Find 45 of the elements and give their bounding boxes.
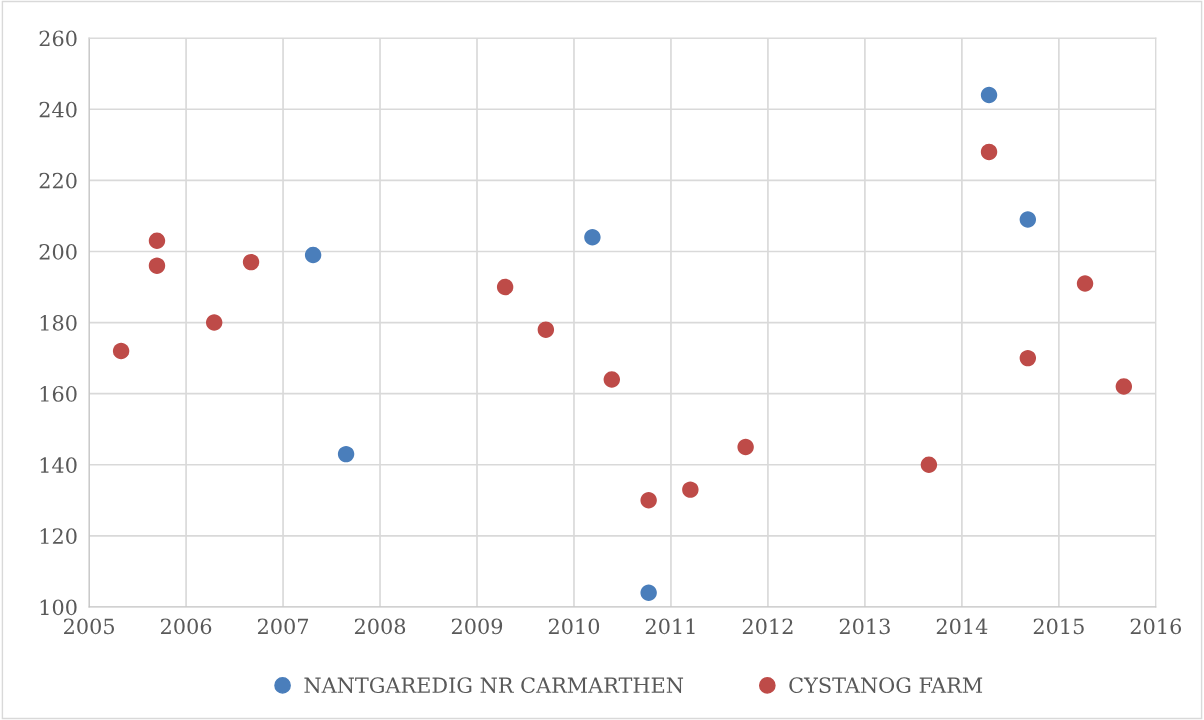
point [1019,211,1037,228]
point [682,481,699,498]
point [640,492,657,509]
x-tick-label: 2010 [548,618,600,635]
point [537,321,555,338]
x-tick-label: 2012 [742,618,793,635]
point [980,86,998,104]
point [304,246,322,264]
point [337,445,355,463]
y-tick-label: 160 [40,386,77,402]
x-tick-label: 2011 [645,618,695,635]
point [640,584,657,601]
y-tick-label: 200 [39,243,77,260]
y-tick-label: 120 [40,528,77,545]
point [148,257,166,274]
point [242,253,260,271]
x-tick-label: 2006 [160,618,212,635]
legend-label: NANTGAREDIG NR CARMARTHEN [304,677,684,694]
point [205,314,223,331]
legend-label: CYSTANOG FARM [789,677,983,694]
y-tick-label: 180 [40,315,77,331]
x-tick-label: 2009 [451,618,503,635]
point [148,232,166,250]
x-tick-label: 2016 [1130,618,1182,635]
point [737,438,754,456]
point [584,229,601,246]
point [496,278,514,296]
x-tick-label: 2013 [839,618,890,635]
y-tick-label: 220 [39,172,77,189]
x-tick-label: 2007 [257,618,309,635]
point [1076,275,1094,292]
y-tick-label: 140 [40,457,77,473]
x-tick-label: 2015 [1033,618,1084,635]
point [603,371,621,388]
x-tick-label: 2014 [936,618,988,635]
point [112,342,130,360]
y-tick-label: 260 [39,30,77,47]
point [980,143,998,161]
point [1115,378,1133,395]
x-tick-label: 2008 [354,618,406,635]
x-tick-label: 2005 [64,618,114,635]
y-tick-label: 240 [39,101,77,118]
point [920,456,938,473]
point [1019,349,1037,367]
y-tick-label: 100 [40,599,77,616]
